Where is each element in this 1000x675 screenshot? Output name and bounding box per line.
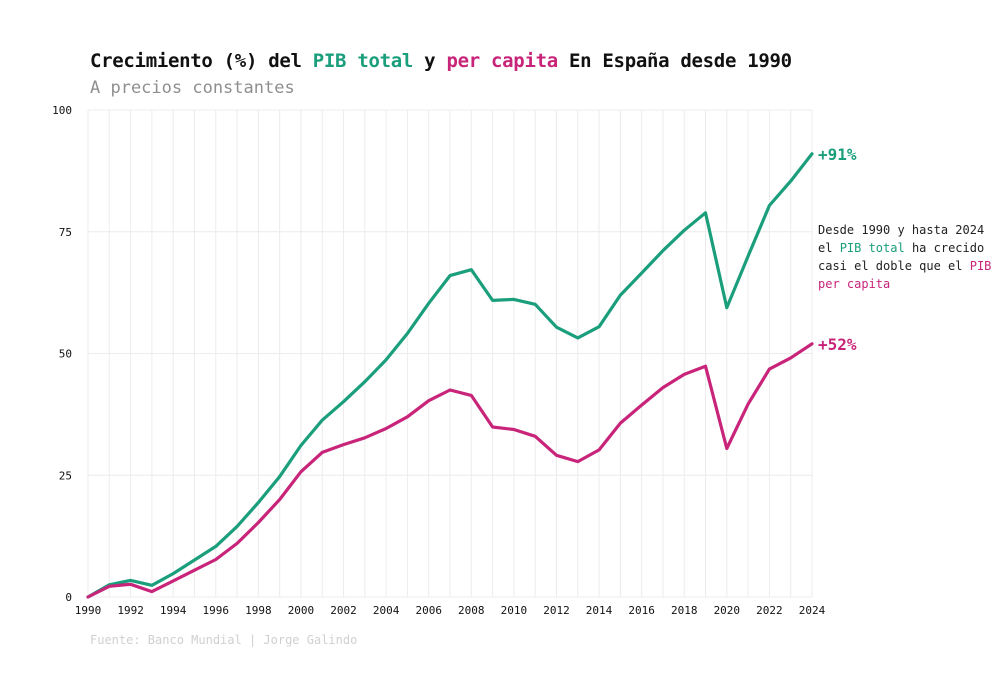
grid	[87, 109, 813, 598]
source-note: Fuente: Banco Mundial | Jorge Galindo	[90, 633, 358, 647]
x-tick-label: 2014	[586, 604, 613, 617]
end-label-per_capita: +52%	[818, 335, 857, 354]
x-tick-label: 2024	[799, 604, 826, 617]
annotation-highlight-total: PIB total	[839, 241, 905, 255]
annotation-highlight-per-capita: PIB per capita	[818, 259, 992, 291]
end-labels: +91% +52%	[818, 145, 857, 354]
x-tick-label: 2000	[288, 604, 315, 617]
series-lines	[86, 152, 814, 599]
axis-labels: 0 25 50 75 100 1990 1992 1994 1996 1998 2000 2002 20…	[52, 104, 825, 617]
x-tick-label: 2008	[458, 604, 485, 617]
y-tick-label: 25	[59, 469, 72, 482]
x-tick-label: 2022	[756, 604, 783, 617]
y-tick-label: 50	[59, 348, 72, 361]
x-tick-label: 2002	[330, 604, 357, 617]
title-highlight-total: PIB total	[312, 50, 414, 72]
x-tick-label: 2020	[714, 604, 741, 617]
series-line-total	[86, 152, 814, 599]
x-tick-label: 1996	[203, 604, 230, 617]
x-tick-label: 1990	[75, 604, 102, 617]
x-tick-label: 1994	[160, 604, 187, 617]
end-label-total: +91%	[818, 145, 857, 164]
x-tick-label: 1998	[245, 604, 272, 617]
x-tick-label: 2004	[373, 604, 400, 617]
x-tick-label: 1992	[117, 604, 144, 617]
x-tick-label: 2016	[628, 604, 655, 617]
series-line-per_capita	[86, 342, 814, 599]
annotation: Desde 1990 y hasta 2024 el PIB total ha …	[818, 223, 992, 291]
x-tick-label: 2018	[671, 604, 698, 617]
x-tick-label: 2012	[543, 604, 570, 617]
x-tick-label: 2006	[415, 604, 442, 617]
chart-subtitle: A precios constantes	[90, 78, 295, 98]
y-tick-label: 75	[59, 226, 72, 239]
y-tick-label: 0	[65, 591, 72, 604]
title-highlight-per-capita: per capita	[446, 50, 558, 72]
x-tick-label: 2010	[501, 604, 528, 617]
chart-title: Crecimiento (%) del PIB total y per capi…	[90, 50, 792, 72]
y-tick-label: 100	[52, 104, 72, 117]
